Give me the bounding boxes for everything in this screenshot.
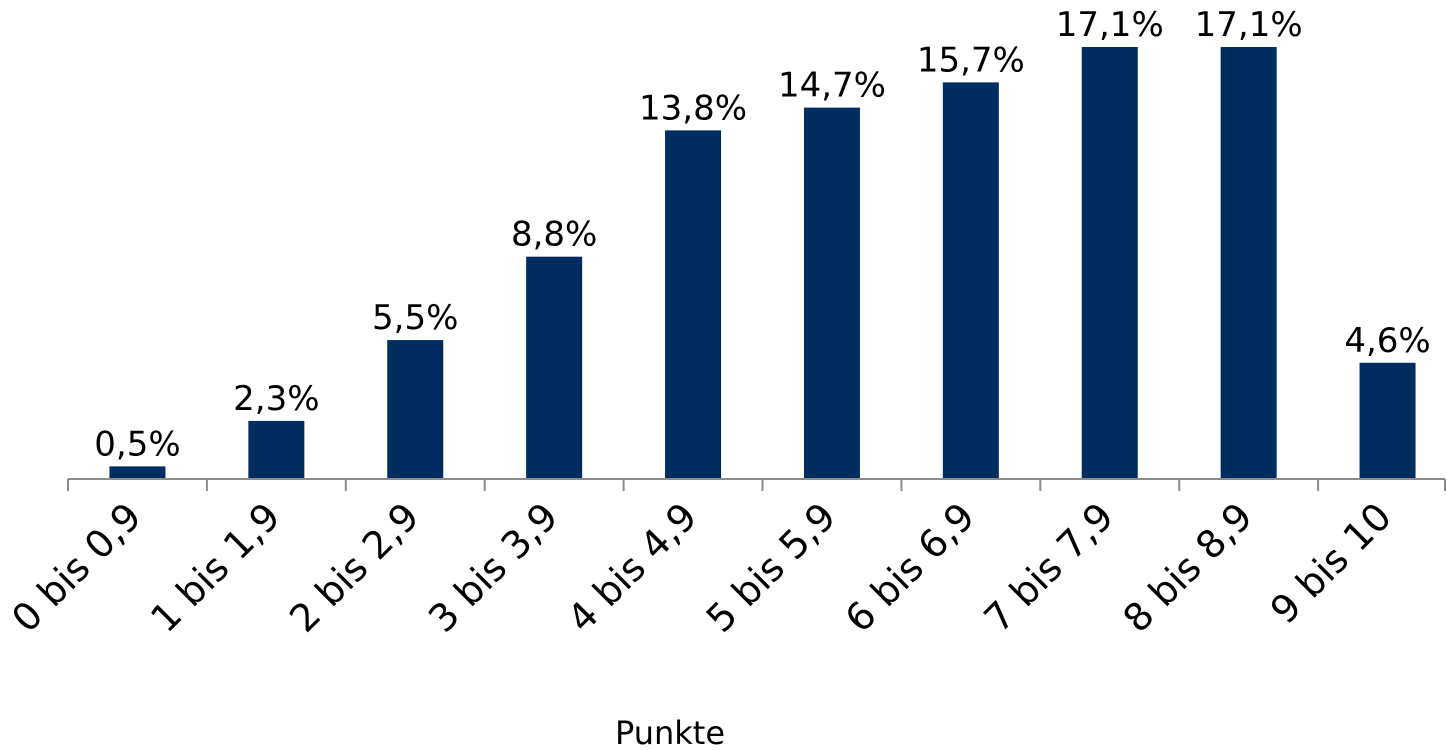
x-axis-title: Punkte [615,714,725,750]
bars-layer [109,47,1416,480]
x-axis-tick-label: 2 bis 2,9 [281,494,428,641]
bar [526,256,583,479]
x-axis-tick-labels: 0 bis 0,91 bis 1,92 bis 2,93 bis 3,94 bi… [3,494,1400,641]
bar-value-label: 4,6% [1344,321,1430,361]
bar [248,420,305,479]
bar-value-label: 17,1% [1056,5,1164,45]
x-axis-ticks [67,479,1446,491]
x-axis-tick-label: 5 bis 5,9 [698,494,845,641]
x-axis-tick-label: 3 bis 3,9 [420,494,567,641]
bar [387,340,444,479]
bar-value-label: 5,5% [372,298,458,338]
value-labels-layer: 0,5% 2,3% 5,5% 8,8% 13,8% 14,7% 15,7% 17,1% 17,1… [94,5,1430,464]
x-axis-tick-label: 8 bis 8,9 [1114,494,1261,641]
bar-value-label: 0,5% [94,424,180,464]
x-axis-tick-label: 9 bis 10 [1262,494,1400,632]
bar-value-label: 2,3% [233,379,319,419]
bar [1220,47,1277,479]
bar [665,130,722,480]
bar-value-label: 8,8% [511,215,597,255]
x-axis-tick-label: 6 bis 6,9 [837,494,984,641]
bar [1359,362,1416,479]
x-axis-tick-label: 1 bis 1,9 [142,494,289,641]
x-axis-tick-label: 0 bis 0,9 [3,494,150,641]
bar [942,82,999,480]
bar-value-label: 14,7% [778,66,886,106]
bar-value-label: 15,7% [917,40,1025,80]
bar-value-label: 17,1% [1195,5,1303,45]
bar-value-label: 13,8% [639,88,747,128]
bar [1081,47,1138,479]
x-axis-tick-label: 7 bis 7,9 [976,494,1123,641]
x-axis-tick-label: 4 bis 4,9 [559,494,706,641]
bar [109,466,166,479]
bar [803,107,860,479]
